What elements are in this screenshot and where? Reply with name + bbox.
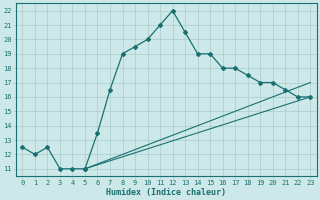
X-axis label: Humidex (Indice chaleur): Humidex (Indice chaleur): [106, 188, 226, 197]
